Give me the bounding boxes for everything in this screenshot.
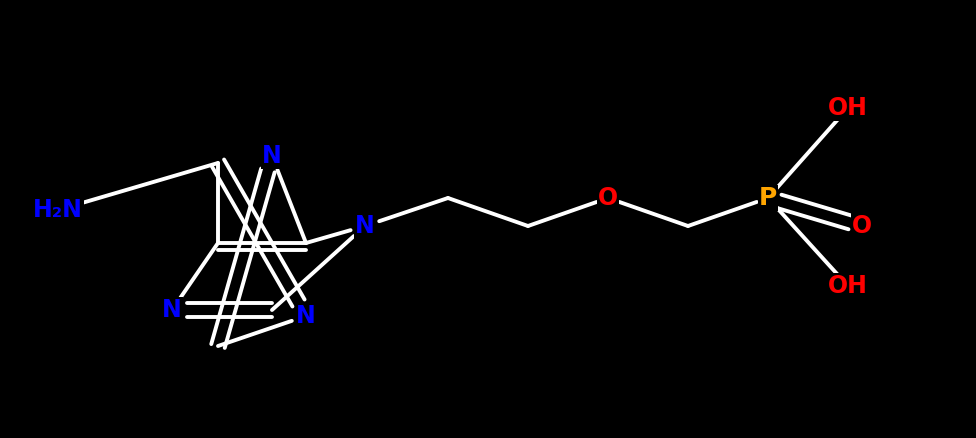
Text: N: N <box>355 214 375 238</box>
Text: P: P <box>759 186 777 210</box>
Text: OH: OH <box>828 274 868 298</box>
Text: O: O <box>852 214 873 238</box>
Text: N: N <box>162 298 182 322</box>
Text: OH: OH <box>828 96 868 120</box>
Text: O: O <box>598 186 618 210</box>
Text: N: N <box>263 144 282 168</box>
Text: N: N <box>296 304 316 328</box>
Text: H₂N: H₂N <box>33 198 83 222</box>
